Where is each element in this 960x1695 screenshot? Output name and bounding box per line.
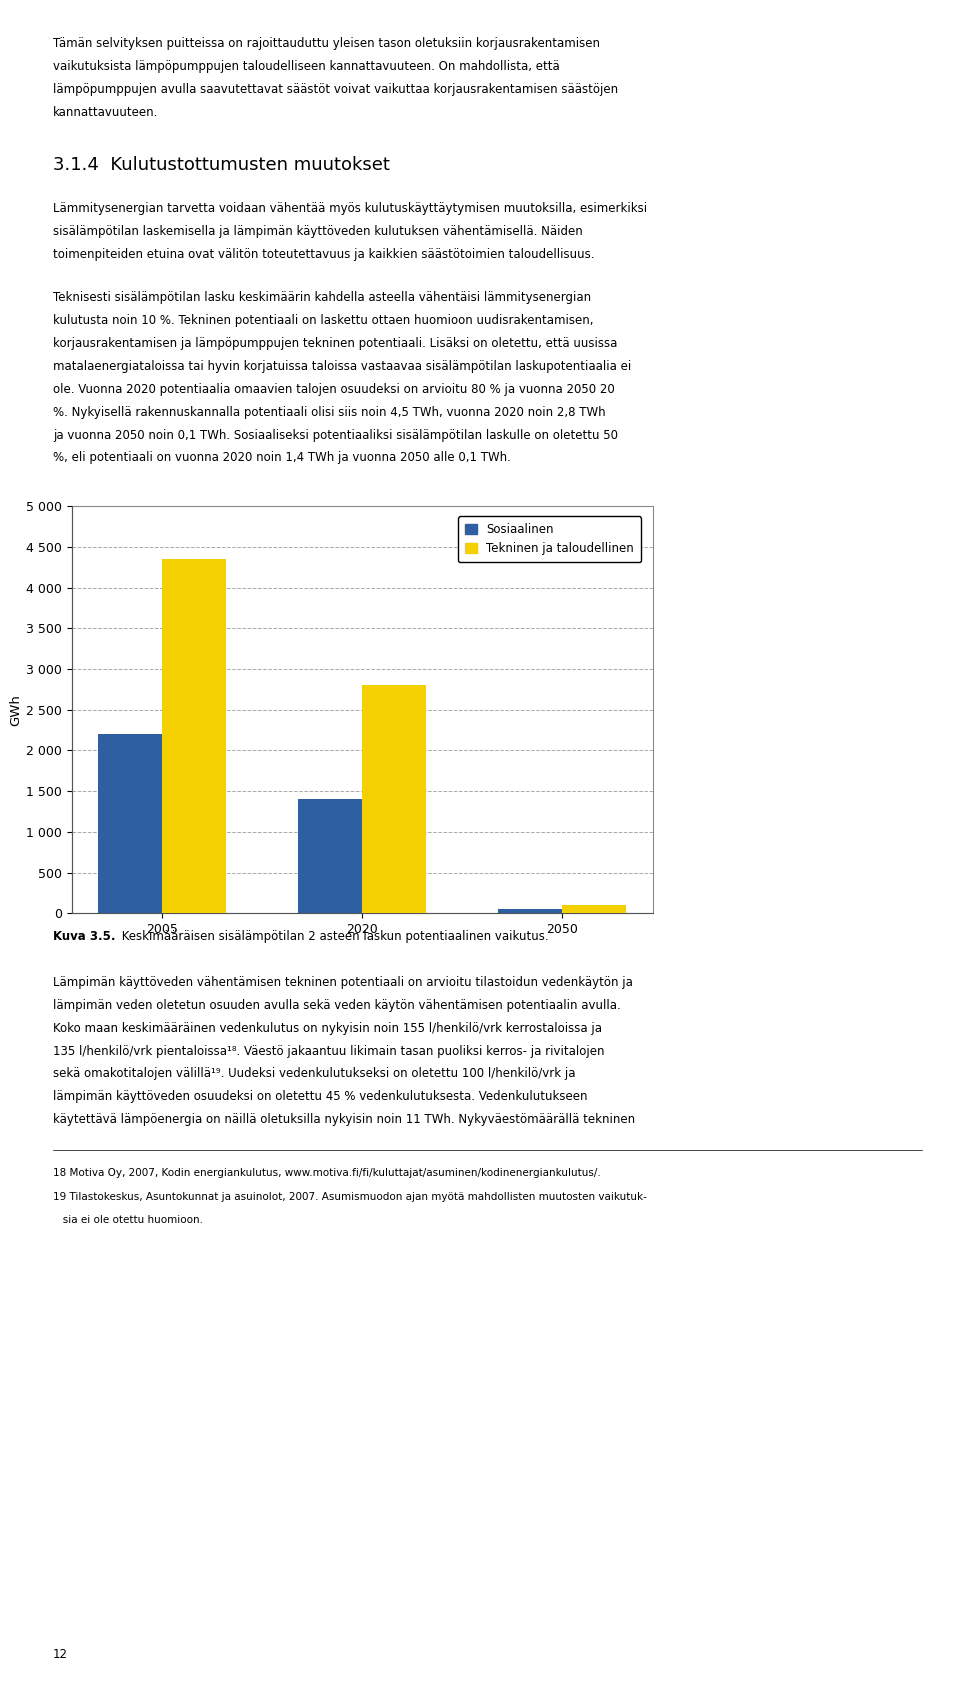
Text: ole. Vuonna 2020 potentiaalia omaavien talojen osuudeksi on arvioitu 80 % ja vuo: ole. Vuonna 2020 potentiaalia omaavien t… xyxy=(53,383,614,397)
Text: Keskimääräisen sisälämpötilan 2 asteen laskun potentiaalinen vaikutus.: Keskimääräisen sisälämpötilan 2 asteen l… xyxy=(118,931,549,942)
Text: Tämän selvityksen puitteissa on rajoittauduttu yleisen tason oletuksiin korjausr: Tämän selvityksen puitteissa on rajoitta… xyxy=(53,37,600,51)
Text: sia ei ole otettu huomioon.: sia ei ole otettu huomioon. xyxy=(53,1215,203,1225)
Text: vaikutuksista lämpöpumppujen taloudelliseen kannattavuuteen. On mahdollista, ett: vaikutuksista lämpöpumppujen taloudellis… xyxy=(53,59,560,73)
Text: ja vuonna 2050 noin 0,1 TWh. Sosiaaliseksi potentiaaliksi sisälämpötilan laskull: ja vuonna 2050 noin 0,1 TWh. Sosiaalisek… xyxy=(53,429,618,442)
Text: käytettävä lämpöenergia on näillä oletuksilla nykyisin noin 11 TWh. Nykyväestömä: käytettävä lämpöenergia on näillä oletuk… xyxy=(53,1114,635,1125)
Y-axis label: GWh: GWh xyxy=(9,693,22,725)
Text: kulutusta noin 10 %. Tekninen potentiaali on laskettu ottaen huomioon uudisraken: kulutusta noin 10 %. Tekninen potentiaal… xyxy=(53,314,593,327)
Legend: Sosiaalinen, Tekninen ja taloudellinen: Sosiaalinen, Tekninen ja taloudellinen xyxy=(458,517,641,563)
Bar xyxy=(98,734,162,914)
Text: lämpimän käyttöveden osuudeksi on oletettu 45 % vedenkulutuksesta. Vedenkulutuks: lämpimän käyttöveden osuudeksi on oletet… xyxy=(53,1090,588,1103)
Text: %. Nykyisellä rakennuskannalla potentiaali olisi siis noin 4,5 TWh, vuonna 2020 : %. Nykyisellä rakennuskannalla potentiaa… xyxy=(53,405,606,419)
Text: 12: 12 xyxy=(53,1648,68,1661)
Text: Lämpimän käyttöveden vähentämisen tekninen potentiaali on arvioitu tilastoidun v: Lämpimän käyttöveden vähentämisen teknin… xyxy=(53,976,633,988)
Bar xyxy=(162,559,227,914)
Text: lämpimän veden oletetun osuuden avulla sekä veden käytön vähentämisen potentiaal: lämpimän veden oletetun osuuden avulla s… xyxy=(53,998,620,1012)
Text: Teknisesti sisälämpötilan lasku keskimäärin kahdella asteella vähentäisi lämmity: Teknisesti sisälämpötilan lasku keskimää… xyxy=(53,292,591,305)
Text: toimenpiteiden etuina ovat välitön toteutettavuus ja kaikkien säästötoimien talo: toimenpiteiden etuina ovat välitön toteu… xyxy=(53,247,594,261)
Text: Kuva 3.5.: Kuva 3.5. xyxy=(53,931,115,942)
Text: sekä omakotitalojen välillä¹⁹. Uudeksi vedenkulutukseksi on oletettu 100 l/henki: sekä omakotitalojen välillä¹⁹. Uudeksi v… xyxy=(53,1068,575,1080)
Text: 18 Motiva Oy, 2007, Kodin energiankulutus, www.motiva.fi/fi/kuluttajat/asuminen/: 18 Motiva Oy, 2007, Kodin energiankulutu… xyxy=(53,1168,601,1178)
Text: matalaenergiataloissa tai hyvin korjatuissa taloissa vastaavaa sisälämpötilan la: matalaenergiataloissa tai hyvin korjatui… xyxy=(53,359,631,373)
Bar xyxy=(363,685,426,914)
Bar xyxy=(498,909,563,914)
Bar xyxy=(299,800,363,914)
Text: 3.1.4  Kulutustottumusten muutokset: 3.1.4 Kulutustottumusten muutokset xyxy=(53,156,390,175)
Text: %, eli potentiaali on vuonna 2020 noin 1,4 TWh ja vuonna 2050 alle 0,1 TWh.: %, eli potentiaali on vuonna 2020 noin 1… xyxy=(53,451,511,464)
Text: Lämmitysenergian tarvetta voidaan vähentää myös kulutuskäyttäytymisen muutoksill: Lämmitysenergian tarvetta voidaan vähent… xyxy=(53,202,647,215)
Text: korjausrakentamisen ja lämpöpumppujen tekninen potentiaali. Lisäksi on oletettu,: korjausrakentamisen ja lämpöpumppujen te… xyxy=(53,337,617,351)
Text: sisälämpötilan laskemisella ja lämpimän käyttöveden kulutuksen vähentämisellä. N: sisälämpötilan laskemisella ja lämpimän … xyxy=(53,225,583,237)
Text: kannattavuuteen.: kannattavuuteen. xyxy=(53,105,158,119)
Text: 19 Tilastokeskus, Asuntokunnat ja asuinolot, 2007. Asumismuodon ajan myötä mahdo: 19 Tilastokeskus, Asuntokunnat ja asuino… xyxy=(53,1192,647,1202)
Text: Koko maan keskimääräinen vedenkulutus on nykyisin noin 155 l/henkilö/vrk kerrost: Koko maan keskimääräinen vedenkulutus on… xyxy=(53,1022,602,1034)
Bar xyxy=(563,905,627,914)
Bar xyxy=(72,507,653,914)
Text: lämpöpumppujen avulla saavutettavat säästöt voivat vaikuttaa korjausrakentamisen: lämpöpumppujen avulla saavutettavat sääs… xyxy=(53,83,618,97)
Text: 135 l/henkilö/vrk pientaloissa¹⁸. Väestö jakaantuu likimain tasan puoliksi kerro: 135 l/henkilö/vrk pientaloissa¹⁸. Väestö… xyxy=(53,1044,604,1058)
